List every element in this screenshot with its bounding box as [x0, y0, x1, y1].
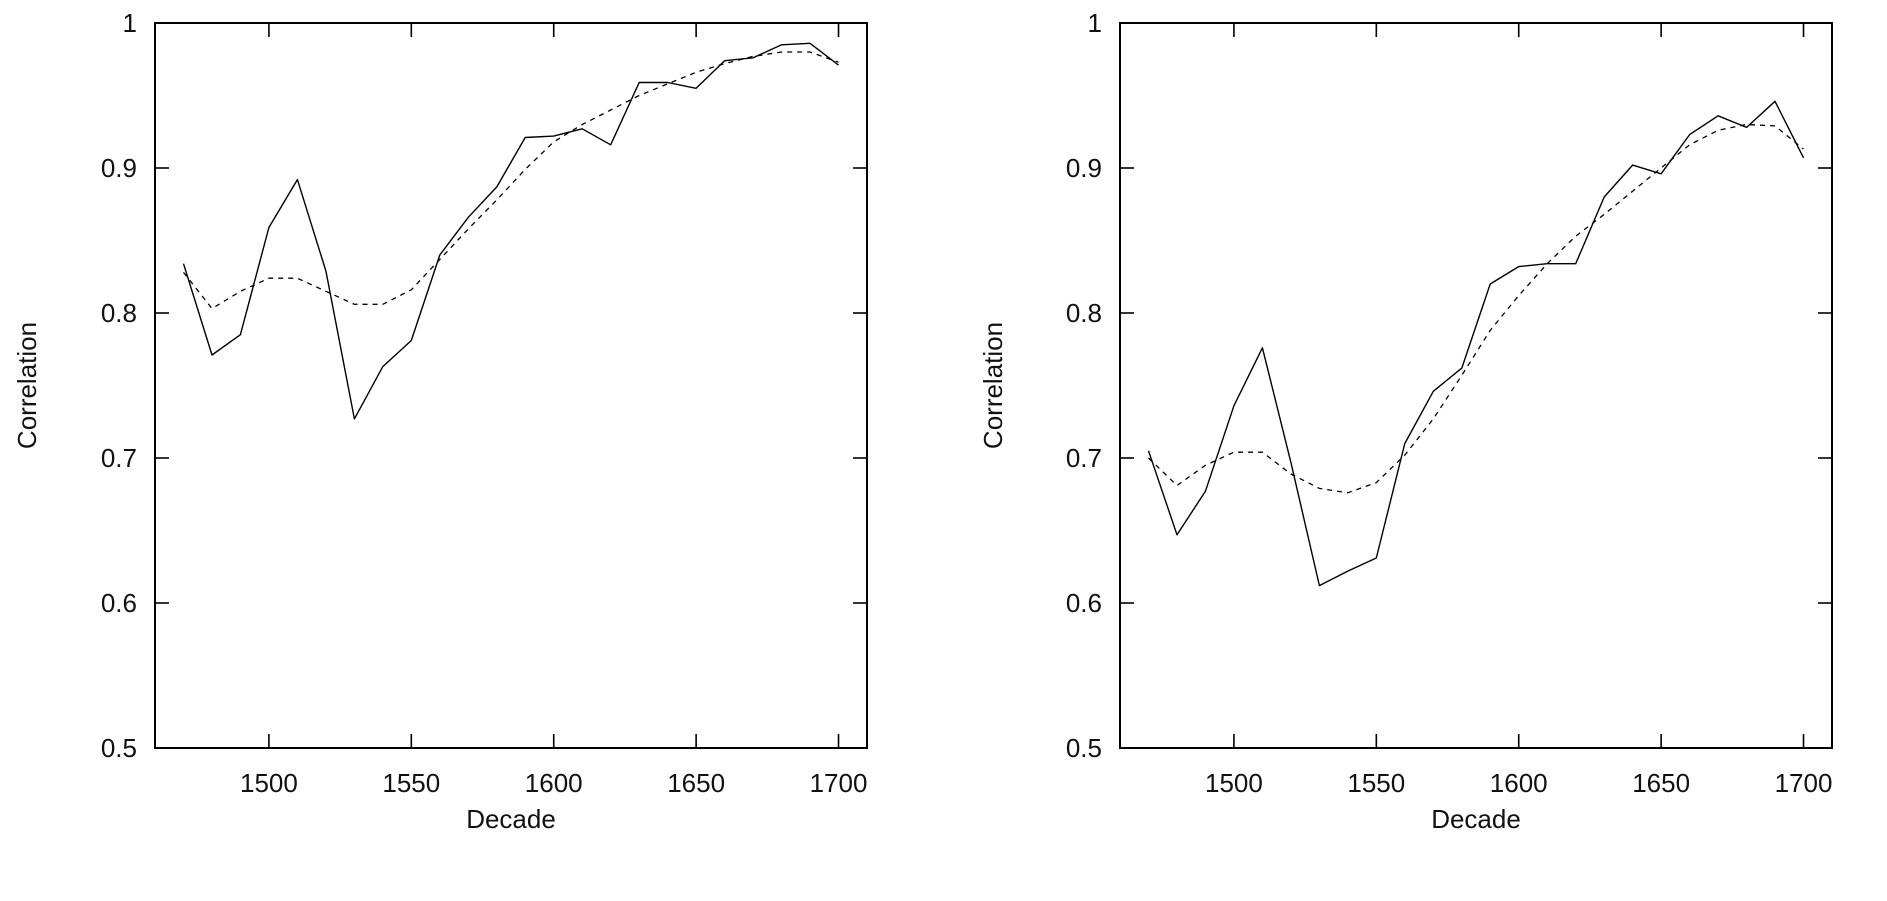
y-tick-label: 0.9 — [101, 153, 137, 183]
y-tick-label: 1 — [123, 8, 137, 38]
x-tick-label: 1550 — [1347, 768, 1405, 798]
plot-frame — [154, 22, 868, 749]
y-tick-label: 1 — [1088, 8, 1102, 38]
correlation-line — [1147, 100, 1805, 587]
y-axis-label: Correlation — [12, 322, 42, 449]
x-tick-label: 1650 — [667, 768, 725, 798]
x-axis-label: Decade — [1431, 804, 1521, 834]
y-tick-label: 0.5 — [101, 733, 137, 763]
x-tick-label: 1600 — [525, 768, 583, 798]
smoothed-trend-line — [182, 51, 839, 310]
y-tick-label: 0.6 — [1066, 588, 1102, 618]
x-tick-label: 1500 — [240, 768, 298, 798]
chart-panel-1: 1500 1550 1600 1650 1700 0.5 0.6 0.7 0.8 0.9 1 Deca… — [12, 8, 868, 834]
y-tick-label: 0.9 — [1066, 153, 1102, 183]
y-tick-label: 0.7 — [101, 443, 137, 473]
y-tick-label: 0.8 — [1066, 298, 1102, 328]
y-tick-label: 0.7 — [1066, 443, 1102, 473]
x-tick-label: 1700 — [1775, 768, 1833, 798]
x-tick-label: 1550 — [382, 768, 440, 798]
y-tick-label: 0.8 — [101, 298, 137, 328]
chart-panel-2: 1500 1550 1600 1650 1700 0.5 0.6 0.7 0.8 0.9 1 Deca… — [978, 8, 1833, 834]
x-tick-label: 1650 — [1632, 768, 1690, 798]
x-tick-label: 1600 — [1490, 768, 1548, 798]
correlation-line — [182, 42, 839, 420]
smoothed-trend-line — [1148, 123, 1804, 494]
y-tick-label: 0.6 — [101, 588, 137, 618]
x-tick-label: 1500 — [1205, 768, 1263, 798]
y-tick-label: 0.5 — [1066, 733, 1102, 763]
x-tick-label: 1700 — [810, 768, 868, 798]
x-axis-label: Decade — [466, 804, 556, 834]
plot-frame — [1119, 22, 1833, 749]
y-axis-label: Correlation — [978, 322, 1008, 449]
